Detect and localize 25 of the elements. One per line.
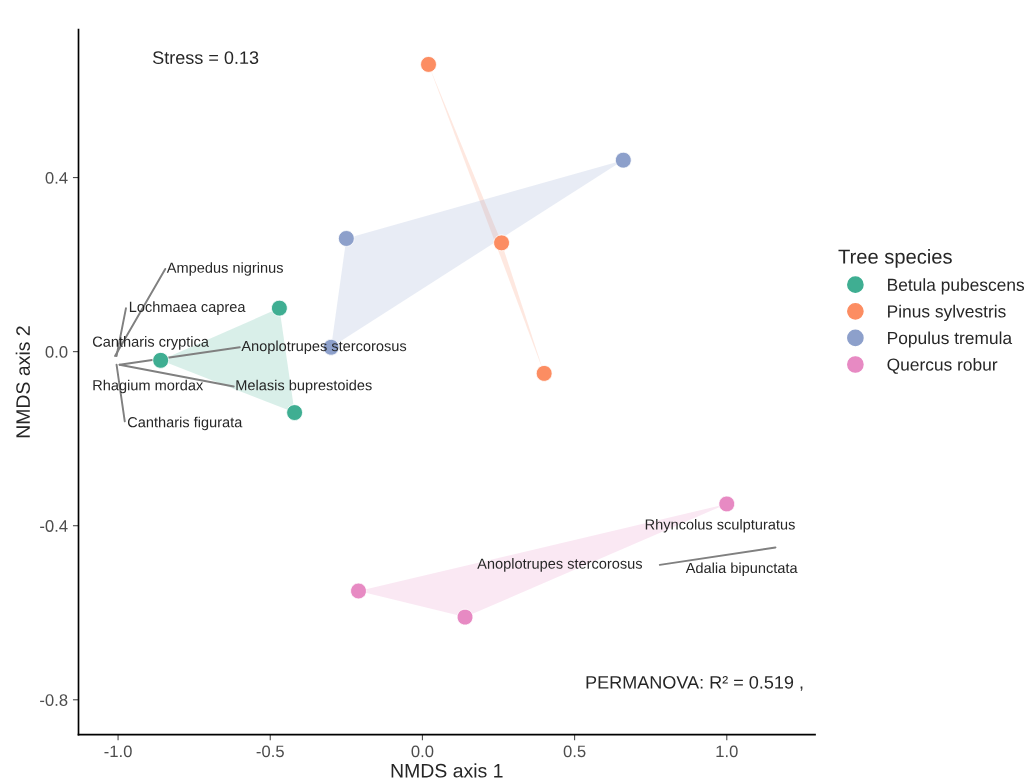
legend-label: Pinus sylvestris (888, 304, 1006, 321)
annotation: Stress = 0.13 (152, 51, 259, 65)
legend-label: Populus tremula (888, 331, 1013, 348)
x-tick-label: -0.5 (256, 745, 284, 758)
annotation: Cantharis figurata (127, 416, 243, 431)
legend-label: Betula pubescens (888, 278, 1025, 295)
annotation: Adalia bipunctata (685, 562, 798, 576)
x-tick-label: 0.5 (563, 745, 586, 758)
y-tick-label: -0.8 (40, 694, 68, 706)
legend-label: Quercus robur (887, 358, 998, 374)
x-tick-label: 1.0 (716, 745, 738, 758)
x-tick-label: -1.0 (104, 745, 132, 758)
annotation: Anoplotrupes stercorosus (477, 558, 643, 572)
annotation: Ampedus nigrinus (166, 262, 283, 276)
annotation: Anoplotrupes stercorosus (241, 340, 407, 355)
annotation: Rhyncolus sculpturatus (645, 518, 795, 533)
x-axis-title: NMDS axis 1 (391, 763, 503, 778)
y-axis-title: NMDS axis 2 (15, 326, 30, 438)
legend-title: Tree species (838, 249, 952, 268)
y-tick-label: -0.4 (40, 520, 68, 532)
y-tick-label: 0.0 (45, 346, 68, 358)
x-tick-label: 0.0 (411, 745, 434, 758)
annotation: PERMANOVA: R² = 0.519 , (586, 675, 803, 691)
annotation: Melasis buprestoides (236, 379, 372, 394)
y-tick-label: 0.4 (45, 171, 68, 184)
